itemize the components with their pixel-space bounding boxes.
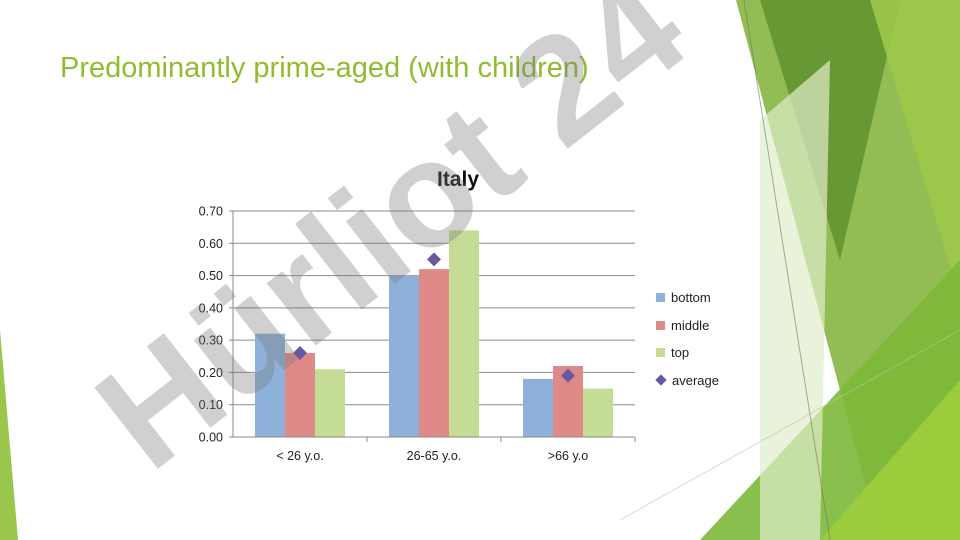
legend-label-bottom: bottom — [671, 290, 711, 306]
y-tick-label: 0.40 — [199, 301, 223, 315]
bar-middle — [285, 353, 315, 437]
deco-line-2 — [619, 329, 960, 521]
x-tick-label: < 26 y.o. — [276, 449, 323, 463]
x-tick-label: >66 y.o — [548, 449, 588, 463]
y-axis-ticks: 0.00 0.10 0.20 0.30 0.40 0.50 0.60 0.70 — [199, 205, 223, 445]
x-axis-ticks: < 26 y.o. 26-65 y.o. >66 y.o — [276, 437, 636, 463]
y-tick-label: 0.60 — [199, 237, 223, 251]
y-tick-label: 0.70 — [199, 205, 223, 219]
legend-item-top: top — [656, 339, 719, 367]
slide-title: Predominantly prime-aged (with children) — [60, 52, 589, 84]
bar-top — [583, 388, 613, 437]
legend-swatch-top — [656, 348, 665, 358]
average-markers — [293, 252, 575, 383]
y-tick-label: 0.30 — [199, 334, 223, 348]
bars — [255, 230, 613, 437]
bar-bottom — [389, 275, 419, 437]
average-marker — [561, 368, 575, 383]
legend-swatch-average — [655, 374, 667, 386]
bar-top — [449, 230, 479, 437]
y-tick-label: 0.20 — [199, 366, 223, 380]
deco-shape-7 — [0, 330, 18, 540]
legend-swatch-bottom — [656, 293, 665, 303]
legend-item-average: average — [655, 367, 719, 395]
chart-title: Italy — [437, 168, 479, 191]
bar-bottom — [255, 333, 285, 437]
legend-label-top: top — [671, 345, 690, 361]
x-tick-label: 26-65 y.o. — [407, 449, 462, 463]
legend-label-middle: middle — [671, 317, 710, 333]
average-marker — [293, 346, 307, 361]
legend-label-average: average — [672, 372, 719, 388]
average-marker — [427, 252, 441, 267]
chart-legend: bottom middle top average — [655, 284, 719, 395]
deco-shape-2 — [760, 0, 900, 260]
deco-shape-3 — [870, 0, 960, 300]
y-tick-label: 0.10 — [199, 398, 223, 412]
legend-item-bottom: bottom — [656, 284, 719, 312]
legend-swatch-middle — [656, 320, 665, 330]
deco-line-1 — [743, 0, 831, 540]
y-tick-label: 0.50 — [199, 269, 223, 283]
deco-shape-5 — [820, 380, 960, 540]
y-tick-label: 0.00 — [199, 431, 223, 445]
legend-item-middle: middle — [656, 312, 719, 340]
bar-top — [315, 369, 345, 437]
bar-bottom — [523, 378, 553, 437]
bar-middle — [419, 269, 449, 437]
deco-shape-6 — [760, 60, 830, 540]
